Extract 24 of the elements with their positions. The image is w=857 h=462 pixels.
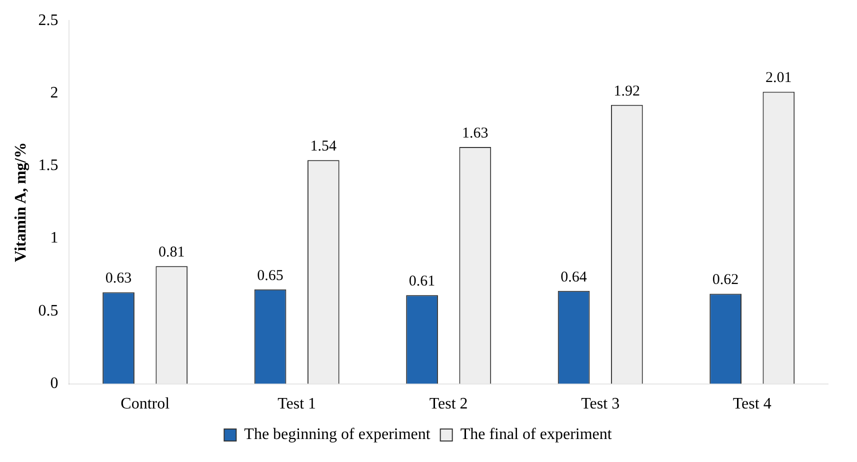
x-tick-label: Test 1 xyxy=(278,396,316,413)
y-tick-label: 0.5 xyxy=(38,302,58,320)
data-label: 1.54 xyxy=(310,138,338,155)
data-label: 0.81 xyxy=(158,244,185,261)
data-label: 0.63 xyxy=(105,270,132,287)
y-tick-label: 1.5 xyxy=(38,157,58,174)
data-label: 0.64 xyxy=(560,269,588,286)
data-label: 2.01 xyxy=(766,70,792,86)
y-tick-label: 2.5 xyxy=(38,12,58,29)
y-tick-label: 1 xyxy=(50,230,58,247)
legend-label: The final of experiment xyxy=(460,426,612,444)
x-tick-label: Control xyxy=(120,396,170,413)
x-tick-label: Test 4 xyxy=(732,396,772,413)
y-tick-label: 0 xyxy=(50,375,58,392)
data-label: 1.63 xyxy=(462,125,488,142)
x-tick-label: Test 3 xyxy=(581,396,620,413)
data-label: 0.65 xyxy=(257,268,284,284)
x-tick-label: Test 2 xyxy=(429,396,468,413)
data-label: 0.61 xyxy=(408,274,436,290)
data-label: 1.92 xyxy=(614,83,640,100)
legend-label: The beginning of experiment xyxy=(244,426,431,444)
y-axis-title: Vitamin A, mg/% xyxy=(12,142,30,262)
data-label: 0.62 xyxy=(712,272,739,288)
y-tick-label: 2 xyxy=(50,84,58,102)
